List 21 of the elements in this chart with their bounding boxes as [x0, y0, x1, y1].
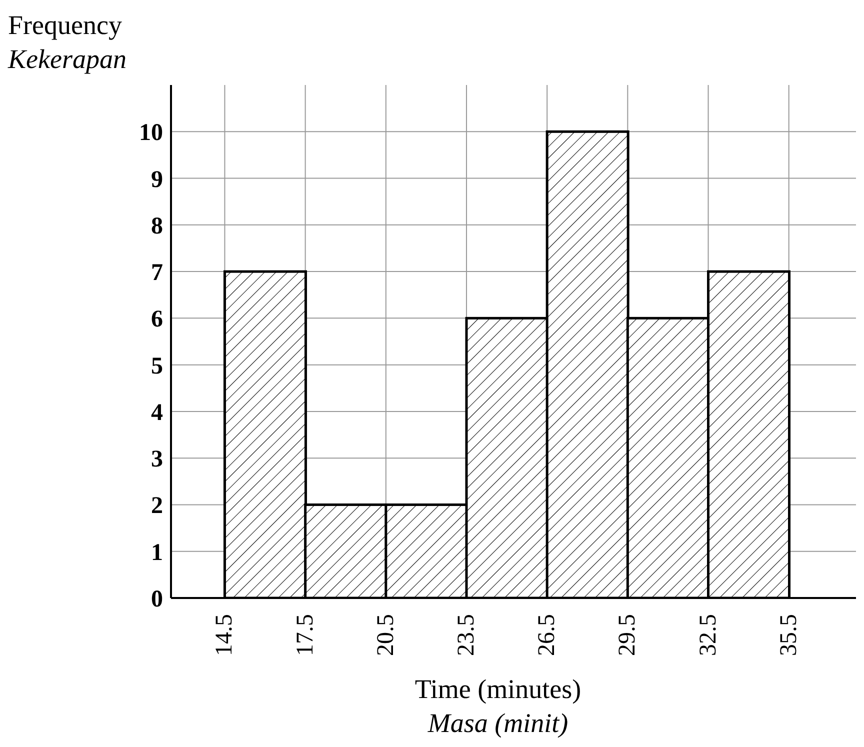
x-axis-title: Time (minutes) Masa (minit): [414, 673, 582, 740]
x-tick-label: 23.5: [453, 614, 480, 656]
x-tick-label: 32.5: [695, 614, 722, 656]
y-axis-title: Frequency Kekerapan: [8, 9, 126, 76]
y-tick-label: 5: [151, 353, 163, 380]
y-tick-label: 7: [151, 260, 163, 286]
x-tick-label: 20.5: [372, 614, 399, 656]
x-tick-label: 35.5: [776, 614, 802, 656]
y-tick-label: 4: [151, 400, 163, 426]
y-tick-label: 9: [151, 166, 163, 193]
y-tick-label: 2: [151, 493, 163, 520]
x-tick-label: 17.5: [292, 614, 318, 656]
y-tick-label: 1: [151, 540, 163, 566]
x-tick-label: 26.5: [534, 614, 560, 656]
x-tick-label: 14.5: [212, 614, 238, 656]
y-tick-label: 6: [151, 306, 163, 333]
y-tick-label: 10: [139, 120, 163, 146]
y-tick-label: 0: [151, 586, 163, 613]
y-tick-label: 8: [151, 213, 163, 240]
x-tick-label: 29.5: [614, 614, 641, 656]
y-tick-label: 3: [151, 446, 163, 473]
